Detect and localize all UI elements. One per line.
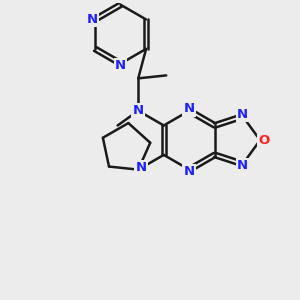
Text: N: N <box>133 104 144 117</box>
Text: O: O <box>258 134 270 147</box>
Text: N: N <box>184 102 195 115</box>
Text: N: N <box>87 13 98 26</box>
Text: N: N <box>184 165 195 178</box>
Text: N: N <box>115 59 126 72</box>
Text: N: N <box>136 161 147 174</box>
Text: N: N <box>237 108 248 121</box>
Text: N: N <box>237 160 248 172</box>
